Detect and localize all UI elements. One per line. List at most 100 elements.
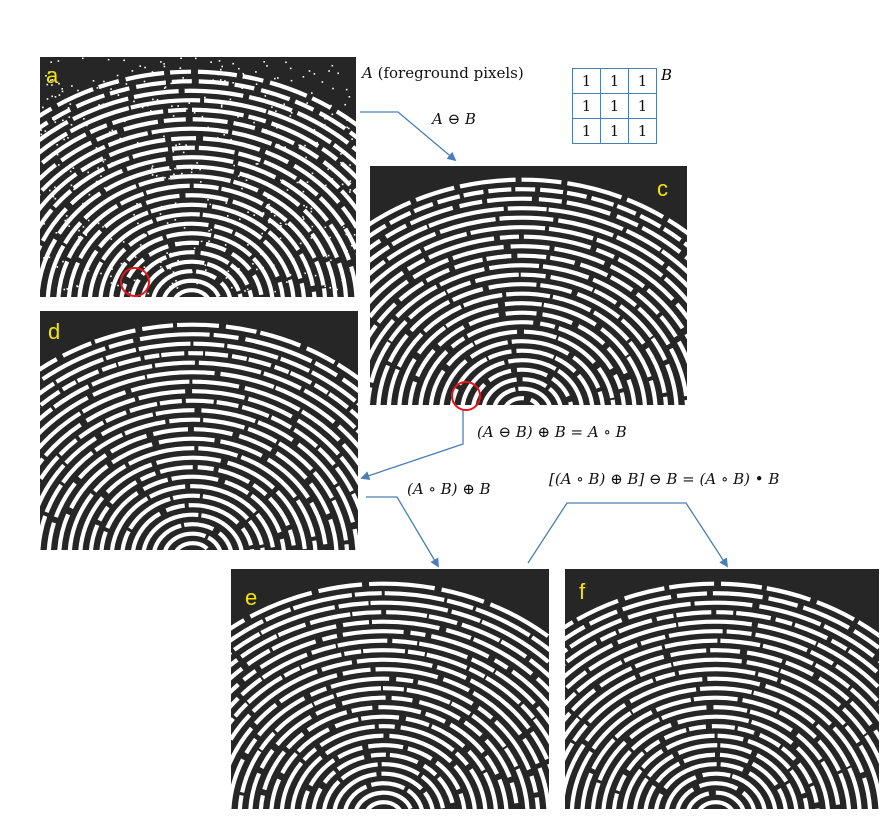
se-cell: 1	[572, 118, 601, 144]
noise-speck	[108, 131, 111, 133]
noise-speck	[218, 148, 221, 151]
noise-speck	[50, 61, 52, 63]
noise-speck	[337, 72, 339, 75]
noise-speck	[284, 146, 286, 148]
noise-speck	[117, 94, 120, 96]
noise-speck	[61, 88, 63, 90]
noise-speck	[45, 156, 48, 159]
noise-speck	[160, 261, 162, 263]
ridge-line	[141, 512, 244, 550]
noise-speck	[120, 262, 123, 265]
noise-speck	[302, 216, 304, 218]
noise-speck	[349, 180, 352, 182]
noise-speck	[100, 218, 102, 220]
noise-speck	[172, 150, 175, 153]
ridge-line	[40, 88, 356, 153]
arrow-c-to-d	[360, 409, 464, 480]
noise-speck	[88, 193, 91, 196]
noise-speck	[343, 126, 346, 129]
noise-speck	[321, 81, 324, 83]
noise-speck	[311, 172, 314, 175]
noise-speck	[177, 105, 179, 107]
ridge-line	[231, 648, 549, 745]
noise-speck	[223, 133, 225, 136]
noise-speck	[193, 247, 196, 250]
panel-c: c	[370, 166, 687, 405]
noise-speck	[288, 224, 290, 226]
noise-speck	[163, 65, 166, 68]
ridge-line	[370, 253, 687, 365]
noise-speck	[66, 241, 68, 243]
noise-speck	[252, 263, 254, 265]
noise-speck	[266, 65, 268, 67]
noise-speck	[310, 210, 313, 213]
noise-speck	[44, 130, 47, 132]
noise-speck	[303, 204, 305, 207]
noise-speck	[45, 75, 47, 77]
noise-speck	[58, 164, 60, 166]
foreground-symbol: A	[362, 64, 373, 82]
noise-speck	[191, 271, 193, 273]
noise-speck	[290, 112, 293, 114]
noise-speck	[163, 87, 166, 89]
ridge-line	[654, 762, 778, 809]
noise-speck	[206, 225, 208, 227]
noise-speck	[242, 77, 245, 79]
noise-speck	[258, 97, 261, 99]
noise-speck	[349, 191, 351, 193]
noise-speck	[227, 215, 229, 217]
noise-speck	[260, 253, 262, 256]
ridge-line	[370, 225, 687, 304]
noise-speck	[49, 189, 51, 192]
noise-speck	[103, 187, 106, 189]
noise-speck	[43, 223, 45, 225]
noise-speck	[124, 120, 126, 123]
noise-speck	[51, 95, 53, 98]
noise-speck	[189, 98, 191, 101]
noise-speck	[111, 162, 113, 164]
noise-speck	[325, 184, 327, 187]
ridge-line	[40, 389, 358, 486]
noise-speck	[274, 77, 276, 80]
panel-label-d: d	[48, 319, 61, 344]
noise-speck	[205, 269, 207, 271]
noise-speck	[138, 105, 140, 107]
noise-speck	[128, 291, 131, 294]
ridge-line	[370, 215, 687, 289]
ridge-line	[565, 629, 879, 706]
ridge-line	[565, 619, 879, 691]
noise-speck	[280, 225, 282, 227]
ridge-line	[258, 705, 509, 809]
ridge-line	[152, 522, 233, 550]
noise-speck	[325, 255, 328, 258]
noise-speck	[292, 258, 295, 260]
ridge-line	[248, 695, 519, 809]
noise-speck	[262, 212, 265, 214]
noise-speck	[94, 129, 97, 131]
noise-speck	[344, 103, 346, 106]
noise-speck	[133, 100, 135, 103]
ridge-line	[633, 743, 799, 809]
noise-speck	[334, 155, 336, 158]
noise-speck	[305, 206, 308, 208]
noise-speck	[100, 170, 103, 172]
noise-speck	[328, 70, 330, 72]
noise-speck	[304, 127, 307, 130]
noise-speck	[111, 129, 114, 132]
noise-speck	[348, 96, 351, 98]
noise-speck	[160, 205, 163, 208]
noise-speck	[106, 252, 108, 254]
noise-speck	[207, 126, 209, 129]
noise-speck	[143, 80, 146, 83]
noise-speck	[175, 280, 177, 282]
ridge-line	[675, 781, 756, 809]
ridge-line	[40, 136, 356, 231]
noise-speck	[65, 123, 67, 125]
ridge-line	[565, 591, 879, 651]
noise-speck	[116, 74, 119, 77]
noise-speck	[64, 219, 66, 222]
ridge-line	[231, 600, 549, 666]
noise-speck	[238, 268, 240, 270]
noise-speck	[146, 104, 149, 107]
noise-speck	[342, 207, 344, 210]
